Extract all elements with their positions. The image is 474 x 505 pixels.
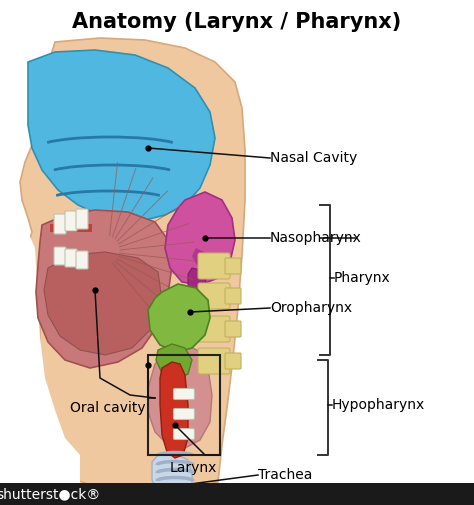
Text: shutterst●ck®: shutterst●ck®	[0, 487, 100, 501]
Polygon shape	[188, 268, 206, 292]
Polygon shape	[148, 345, 212, 448]
Polygon shape	[20, 38, 245, 492]
Text: Anatomy (Larynx / Pharynx): Anatomy (Larynx / Pharynx)	[73, 12, 401, 32]
Text: Hypopharynx: Hypopharynx	[332, 398, 425, 412]
Polygon shape	[152, 455, 192, 492]
FancyBboxPatch shape	[198, 283, 230, 309]
Bar	[50, 224, 92, 232]
Polygon shape	[44, 252, 162, 355]
FancyBboxPatch shape	[65, 249, 77, 267]
Text: Nasopharynx: Nasopharynx	[270, 231, 362, 245]
FancyBboxPatch shape	[173, 429, 194, 439]
Text: Larynx: Larynx	[170, 461, 218, 475]
Polygon shape	[156, 344, 192, 380]
Text: Oral cavity: Oral cavity	[70, 401, 146, 415]
FancyBboxPatch shape	[198, 253, 230, 279]
FancyBboxPatch shape	[225, 258, 241, 274]
Text: Pharynx: Pharynx	[334, 271, 391, 285]
FancyBboxPatch shape	[76, 209, 88, 229]
FancyBboxPatch shape	[225, 353, 241, 369]
Text: Trachea: Trachea	[258, 468, 312, 482]
Polygon shape	[148, 284, 210, 352]
FancyBboxPatch shape	[198, 316, 230, 342]
Bar	[148, 355, 220, 455]
FancyBboxPatch shape	[173, 409, 194, 420]
Polygon shape	[15, 232, 80, 492]
Bar	[0, 483, 474, 505]
Polygon shape	[36, 210, 172, 368]
Text: Nasal Cavity: Nasal Cavity	[270, 151, 357, 165]
FancyBboxPatch shape	[76, 251, 88, 269]
Text: Oropharynx: Oropharynx	[270, 301, 352, 315]
Polygon shape	[160, 362, 188, 458]
FancyBboxPatch shape	[65, 211, 77, 231]
Polygon shape	[28, 50, 215, 220]
Polygon shape	[192, 248, 208, 268]
FancyBboxPatch shape	[173, 388, 194, 399]
FancyBboxPatch shape	[54, 247, 66, 265]
FancyBboxPatch shape	[198, 348, 230, 374]
FancyBboxPatch shape	[225, 321, 241, 337]
FancyBboxPatch shape	[225, 288, 241, 304]
Polygon shape	[165, 192, 235, 285]
FancyBboxPatch shape	[54, 214, 66, 234]
